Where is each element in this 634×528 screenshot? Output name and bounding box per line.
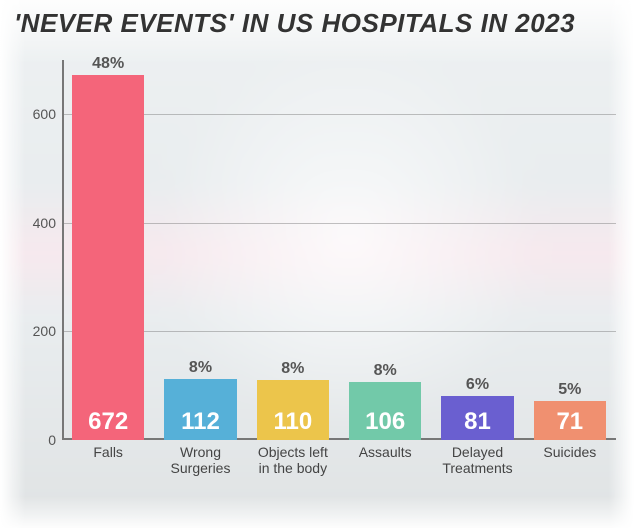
bar: 8%112 [164,379,236,440]
bar-category-label: Suicides [524,444,616,460]
grid-line [62,331,616,332]
bar-category-label: Falls [62,444,154,460]
bar-value-label: 672 [88,408,128,436]
bar-category-label: Objects left in the body [247,444,339,476]
grid-line [62,114,616,115]
ytick-label: 0 [16,432,62,448]
bar: 48%672 [72,75,144,440]
bar-pct-label: 8% [281,360,304,378]
bar-value-label: 81 [464,408,491,436]
ytick-label: 200 [16,323,62,339]
bar-pct-label: 6% [466,376,489,394]
bar-pct-label: 8% [189,359,212,377]
bar-category-label: Delayed Treatments [431,444,523,476]
bar: 6%81 [441,396,513,440]
grid-line [62,223,616,224]
y-axis-line [62,60,64,440]
bar-category-label: Assaults [339,444,431,460]
bar-value-label: 112 [181,408,220,436]
bar-value-label: 106 [365,408,405,436]
bar-value-label: 110 [273,408,312,436]
bar: 8%110 [257,380,329,440]
chart-title: 'NEVER EVENTS' IN US HOSPITALS IN 2023 [14,8,620,39]
bar-pct-label: 48% [92,55,124,73]
bar-category-label: Wrong Surgeries [154,444,246,476]
bar-value-label: 71 [556,408,583,436]
ytick-label: 400 [16,215,62,231]
bar-pct-label: 5% [558,381,581,399]
bar-pct-label: 8% [374,362,397,380]
ytick-label: 600 [16,106,62,122]
bar: 8%106 [349,382,421,440]
bar-chart: 020040060048%672Falls8%112Wrong Surgerie… [62,60,616,440]
bar: 5%71 [534,401,606,440]
